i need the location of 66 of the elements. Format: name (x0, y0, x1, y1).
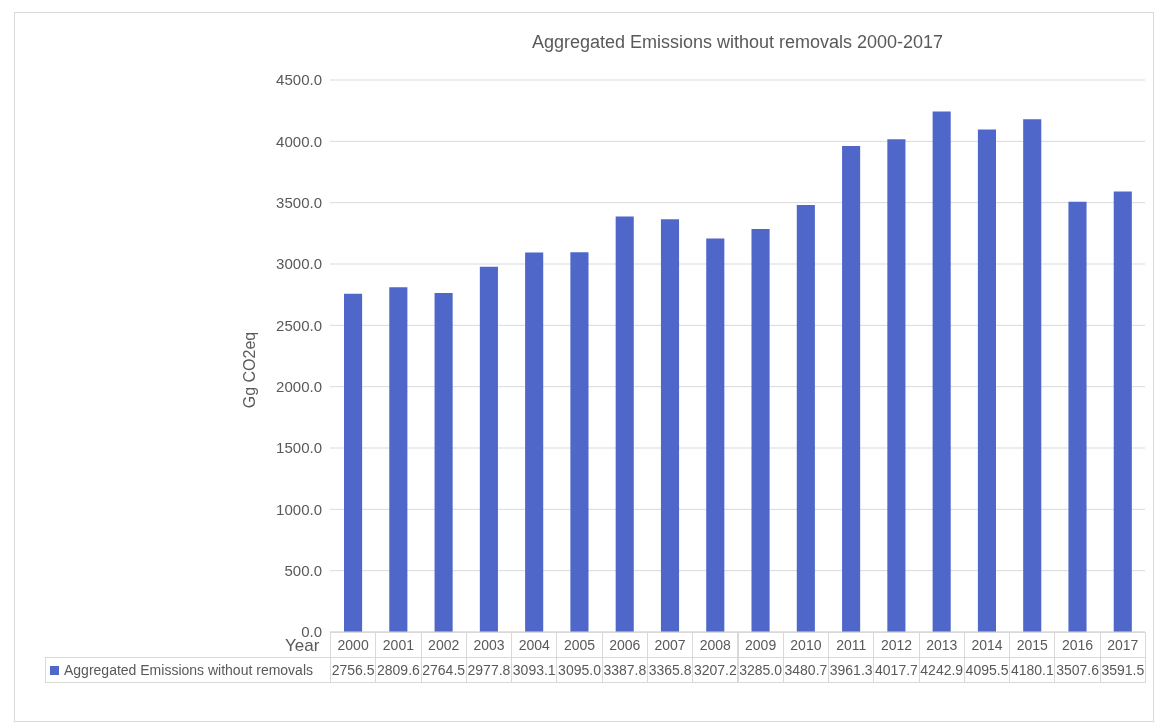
bar (932, 111, 951, 632)
text: 4095.5 (965, 662, 1009, 678)
y-tick-label: 3500.0 (276, 193, 322, 211)
x-tick-label: 2016 (1054, 632, 1101, 658)
text: 3480.7 (784, 662, 828, 678)
text: 3093.1 (512, 662, 556, 678)
bar (977, 129, 996, 632)
bar (479, 266, 498, 632)
y-tick-label: 1500.0 (276, 439, 322, 457)
y-axis-title: Gg CO2eq (241, 331, 259, 409)
y-tick-label: 4500.0 (276, 71, 322, 89)
bar (525, 252, 544, 632)
x-tick-label: 2011 (828, 632, 875, 658)
text: 4180.1 (1010, 662, 1054, 678)
y-tick-label: 1000.0 (276, 500, 322, 518)
text: 3961.3 (829, 662, 873, 678)
y-tick-label: 3000.0 (276, 255, 322, 273)
bar (1023, 119, 1042, 632)
x-tick-label: 2015 (1009, 632, 1056, 658)
bar (706, 238, 725, 632)
x-tick-label: 2002 (420, 632, 467, 658)
legend-label: Aggregated Emissions without removals (45, 657, 331, 683)
x-tick-label: 2012 (873, 632, 920, 658)
y-tick-label: 2000.0 (276, 377, 322, 395)
chart-title: Aggregated Emissions without removals 2000-2017 (530, 32, 945, 53)
x-tick-label: 2017 (1099, 632, 1146, 658)
bar (751, 229, 770, 632)
x-tick-label: 2001 (375, 632, 422, 658)
y-tick-label: 4000.0 (276, 132, 322, 150)
bar (660, 219, 680, 632)
x-tick-label: 2000 (330, 632, 377, 658)
text: 3285.0 (739, 662, 783, 678)
x-tick-label: 2010 (782, 632, 830, 658)
bar (615, 216, 634, 632)
text: 3365.8 (648, 662, 692, 678)
text: 2756.5 (331, 662, 375, 678)
bar (1068, 201, 1087, 632)
bar (570, 252, 589, 632)
bar (842, 146, 861, 632)
bar (796, 205, 815, 632)
text: 3387.8 (603, 662, 647, 678)
bar (434, 292, 453, 632)
x-tick-label: 2008 (692, 632, 739, 658)
text: 3591.5 (1101, 662, 1145, 678)
text: 3507.6 (1056, 662, 1099, 678)
text: 2764.5 (422, 662, 466, 678)
y-tick-label: 500.0 (284, 561, 322, 579)
x-tick-label: 2006 (601, 632, 648, 658)
bar (389, 287, 408, 632)
text: 3207.2 (693, 662, 737, 678)
x-tick-label: 2014 (963, 632, 1011, 658)
x-tick-label: 2003 (465, 632, 513, 658)
y-tick-label: 2500.0 (276, 316, 322, 334)
x-tick-label: 2005 (556, 632, 603, 658)
x-tick-label: 2007 (646, 632, 694, 658)
bar (344, 293, 363, 632)
text: 2809.6 (376, 662, 420, 678)
text: 2977.8 (467, 662, 511, 678)
bar (1113, 191, 1132, 632)
text: 4017.7 (875, 662, 918, 678)
x-tick-label: 2013 (918, 632, 965, 658)
text: 3095.0 (558, 662, 601, 678)
text: 4242.9 (920, 662, 964, 678)
x-tick-label: 2004 (511, 632, 558, 658)
bar (887, 139, 906, 632)
x-tick-label: 2009 (737, 632, 784, 658)
